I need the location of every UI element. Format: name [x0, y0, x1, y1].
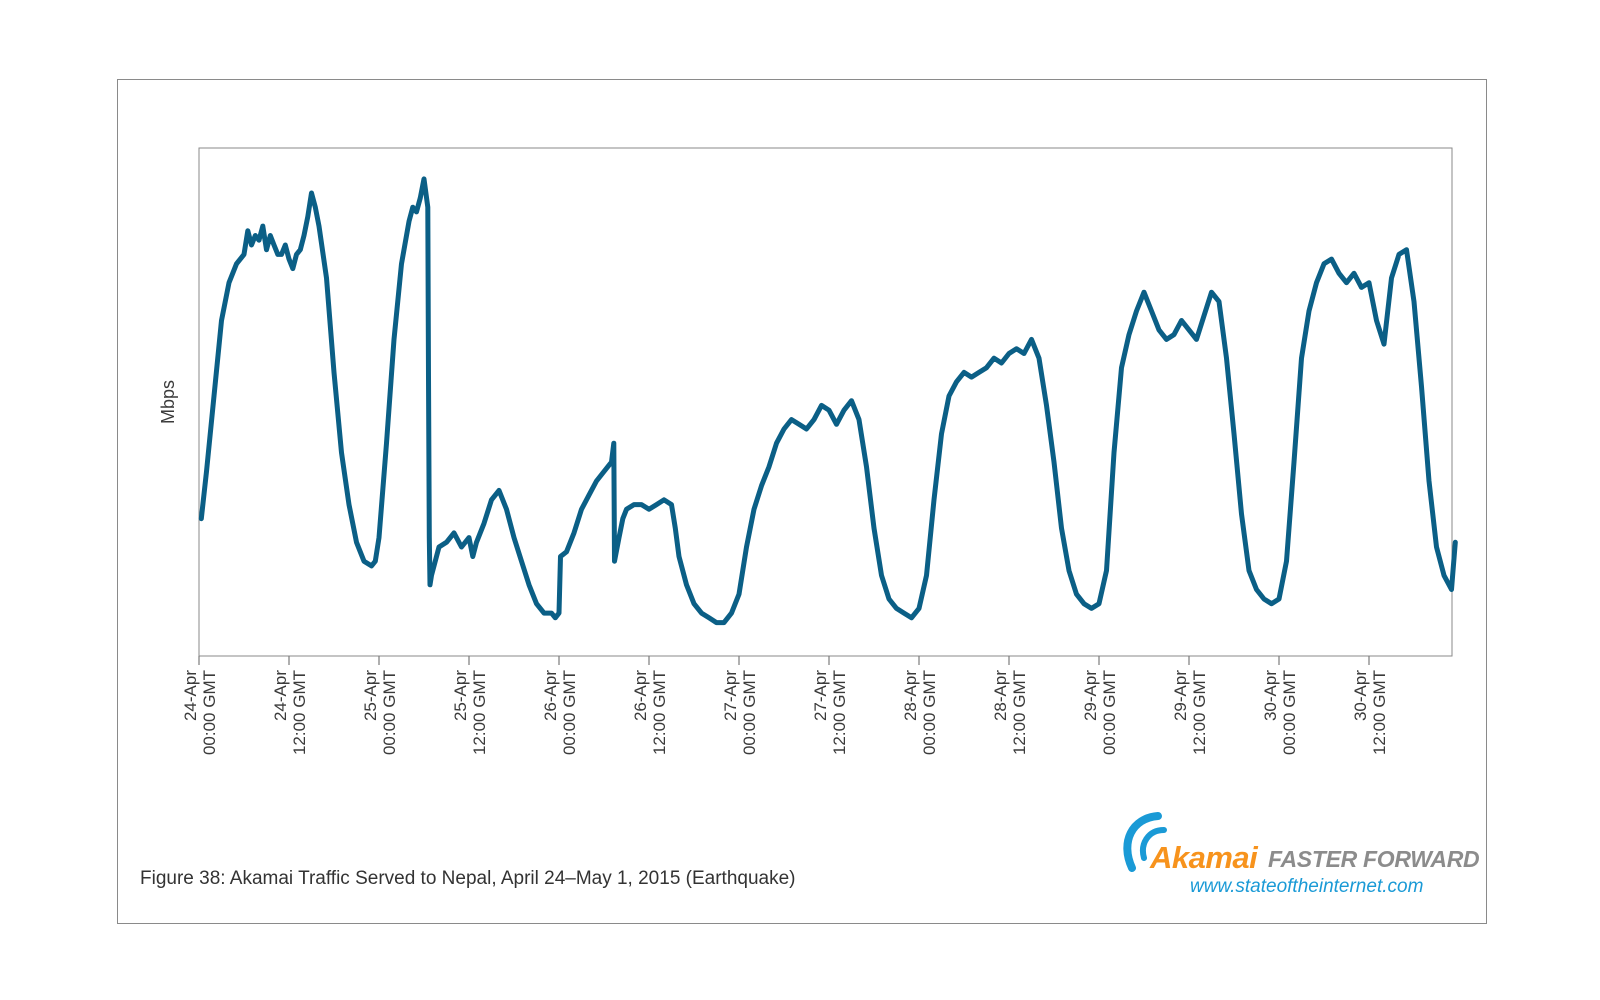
x-tick-label: 24-Apr12:00 GMT: [271, 670, 309, 755]
x-tick-date: 28-Apr: [991, 670, 1010, 721]
x-tick-date: 30-Apr: [1261, 670, 1280, 721]
x-tick-time: 00:00 GMT: [380, 670, 399, 755]
x-tick-label: 24-Apr00:00 GMT: [181, 670, 219, 755]
x-tick-time: 12:00 GMT: [1190, 670, 1209, 755]
x-tick-date: 30-Apr: [1351, 670, 1370, 721]
x-tick-time: 00:00 GMT: [1100, 670, 1119, 755]
x-tick-date: 28-Apr: [901, 670, 920, 721]
x-tick-time: 00:00 GMT: [1280, 670, 1299, 755]
x-tick-date: 25-Apr: [361, 670, 380, 721]
x-tick-time: 00:00 GMT: [920, 670, 939, 755]
x-tick-date: 24-Apr: [181, 670, 200, 721]
x-tick-time: 12:00 GMT: [1010, 670, 1029, 755]
x-tick-label: 30-Apr12:00 GMT: [1351, 670, 1389, 755]
x-tick-label: 27-Apr00:00 GMT: [721, 670, 759, 755]
site-url-link[interactable]: www.stateoftheinternet.com: [1190, 876, 1424, 897]
x-axis: 24-Apr00:00 GMT 24-Apr12:00 GMT 25-Apr00:0…: [181, 656, 1389, 755]
x-tick-time: 12:00 GMT: [470, 670, 489, 755]
brand-tagline: FASTER FORWARD: [1268, 846, 1480, 872]
x-tick-date: 24-Apr: [271, 670, 290, 721]
x-tick-date: 29-Apr: [1081, 670, 1100, 721]
x-tick-label: 26-Apr12:00 GMT: [631, 670, 669, 755]
x-tick-date: 27-Apr: [811, 670, 830, 721]
x-tick-date: 26-Apr: [541, 670, 560, 721]
plot-area: [198, 147, 1453, 657]
x-tick-time: 12:00 GMT: [650, 670, 669, 755]
x-tick-time: 12:00 GMT: [290, 670, 309, 755]
x-tick-time: 00:00 GMT: [200, 670, 219, 755]
x-tick-date: 27-Apr: [721, 670, 740, 721]
x-tick-time: 00:00 GMT: [560, 670, 579, 755]
x-tick-label: 26-Apr00:00 GMT: [541, 670, 579, 755]
x-tick-label: 28-Apr12:00 GMT: [991, 670, 1029, 755]
figure-caption: Figure 38: Akamai Traffic Served to Nepa…: [140, 868, 796, 889]
brand-name: Akamai: [1150, 840, 1258, 875]
x-tick-time: 12:00 GMT: [830, 670, 849, 755]
series-line-traffic: [198, 176, 1458, 626]
x-tick-label: 30-Apr00:00 GMT: [1261, 670, 1299, 755]
akamai-wave-icon: [1123, 812, 1167, 872]
x-tick-label: 25-Apr12:00 GMT: [451, 670, 489, 755]
x-tick-label: 28-Apr00:00 GMT: [901, 670, 939, 755]
x-tick-date: 26-Apr: [631, 670, 650, 721]
line-chart: Mbps 24-Apr00:00 GMT 24-Apr12:00 GMT 25-Ap…: [158, 147, 1458, 755]
x-tick-time: 00:00 GMT: [740, 670, 759, 755]
x-tick-label: 27-Apr12:00 GMT: [811, 670, 849, 755]
x-tick-date: 25-Apr: [451, 670, 470, 721]
figure-frame: Mbps 24-Apr00:00 GMT 24-Apr12:00 GMT 25-Ap…: [117, 79, 1487, 924]
x-tick-date: 29-Apr: [1171, 670, 1190, 721]
x-tick-label: 25-Apr00:00 GMT: [361, 670, 399, 755]
x-tick-label: 29-Apr12:00 GMT: [1171, 670, 1209, 755]
x-tick-time: 12:00 GMT: [1370, 670, 1389, 755]
y-axis-label: Mbps: [158, 380, 178, 424]
x-tick-label: 29-Apr00:00 GMT: [1081, 670, 1119, 755]
akamai-logo[interactable]: Akamai FASTER FORWARD www.stateoftheinte…: [1118, 808, 1480, 898]
